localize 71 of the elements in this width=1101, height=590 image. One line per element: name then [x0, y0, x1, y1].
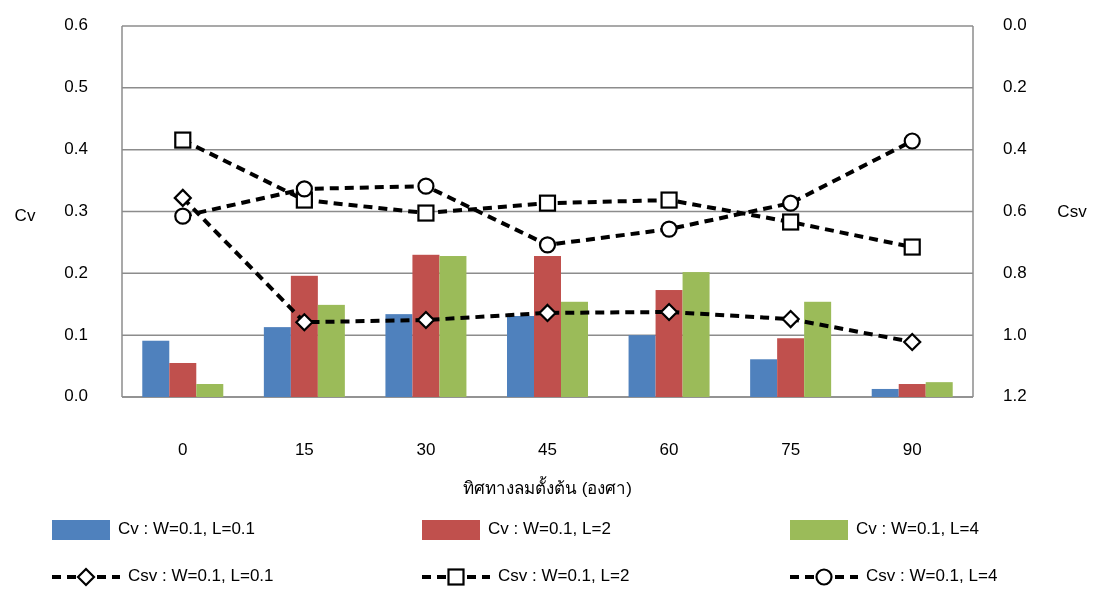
- point: [174, 131, 192, 149]
- point: [538, 236, 557, 254]
- bar: [534, 256, 561, 397]
- point: [782, 213, 800, 231]
- point: [417, 177, 435, 195]
- x-tick-label: 0: [178, 440, 188, 460]
- y-tick-label: 0.1: [64, 324, 88, 344]
- point: [660, 191, 678, 209]
- point: [903, 332, 922, 352]
- y-axis-title: Cv: [14, 206, 36, 226]
- legend-label: Cv : W=0.1, L=2: [488, 519, 611, 539]
- legend-label: Csv : W=0.1, L=0.1: [128, 566, 274, 586]
- point: [659, 302, 679, 322]
- bar: [507, 316, 534, 397]
- y2-tick-label: 0.4: [1003, 139, 1027, 159]
- legend-label: Csv : W=0.1, L=4: [866, 566, 998, 586]
- point: [903, 238, 921, 256]
- bar: [439, 256, 467, 397]
- bar: [142, 340, 170, 397]
- bar: [628, 335, 656, 397]
- point: [903, 132, 921, 150]
- point: [660, 220, 678, 238]
- bar: [898, 384, 926, 397]
- bar: [317, 304, 345, 397]
- legend-label: Csv : W=0.1, L=2: [498, 566, 630, 586]
- x-axis-title: ทิศทางลมตั้งต้น (องศา): [462, 476, 633, 499]
- x-tick-label: 30: [416, 440, 436, 460]
- x-tick-label: 60: [659, 440, 679, 460]
- point: [417, 204, 435, 222]
- y2-axis-title: Csv: [1057, 202, 1088, 222]
- point: [781, 309, 800, 329]
- y2-tick-label: 1.2: [1003, 386, 1027, 406]
- point: [174, 207, 192, 225]
- point: [782, 194, 800, 212]
- x-tick-label: 75: [781, 440, 801, 460]
- bar: [871, 388, 899, 397]
- bar: [925, 382, 953, 397]
- point: [173, 188, 192, 207]
- bar: [385, 314, 413, 397]
- x-tick-label: 15: [294, 440, 314, 460]
- y-tick-label: 0.5: [64, 77, 88, 97]
- bar: [682, 272, 710, 397]
- point: [538, 303, 557, 323]
- legend-label: Cv : W=0.1, L=0.1: [118, 519, 256, 539]
- y-tick-label: 0.3: [64, 200, 88, 220]
- y2-tick-label: 0.8: [1003, 262, 1027, 282]
- bar: [290, 275, 318, 397]
- x-tick-label: 90: [902, 440, 922, 460]
- y2-tick-label: 0.6: [1003, 200, 1027, 220]
- point: [416, 310, 436, 330]
- y-tick-label: 0.2: [64, 262, 88, 282]
- point: [295, 180, 313, 198]
- bar: [263, 327, 291, 397]
- x-tick-label: 45: [538, 440, 557, 460]
- bar: [412, 254, 440, 397]
- y2-tick-label: 0.0: [1003, 15, 1027, 35]
- bar: [196, 384, 224, 397]
- y-tick-label: 0.0: [64, 386, 88, 406]
- bar: [561, 301, 588, 397]
- y2-tick-label: 0.2: [1003, 77, 1027, 97]
- bar: [804, 301, 832, 397]
- y2-tick-label: 1.0: [1003, 324, 1027, 344]
- bar: [169, 362, 197, 397]
- bar: [750, 359, 778, 397]
- legend-label: Cv : W=0.1, L=4: [856, 519, 979, 539]
- y-tick-label: 0.6: [64, 15, 88, 35]
- bar: [655, 290, 683, 397]
- y-tick-label: 0.4: [64, 139, 88, 159]
- point: [295, 313, 314, 332]
- bar: [777, 338, 805, 397]
- point: [538, 194, 557, 212]
